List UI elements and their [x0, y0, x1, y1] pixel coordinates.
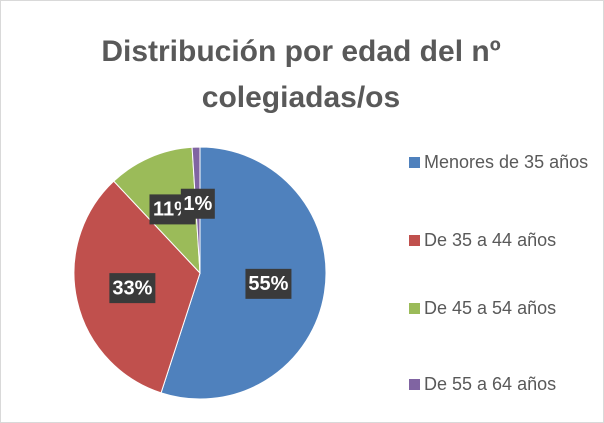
data-label-text: 55%: [248, 273, 288, 295]
legend-swatch: [409, 379, 420, 390]
legend-swatch: [409, 235, 420, 246]
data-label: 55%: [245, 268, 292, 299]
data-label-box: [109, 273, 156, 304]
legend-swatch: [409, 157, 420, 168]
legend-label: De 55 a 64 años: [424, 374, 557, 394]
legend-label: De 45 a 54 años: [424, 298, 557, 318]
legend-swatch: [409, 303, 420, 314]
legend-item: De 55 a 64 años: [409, 371, 556, 397]
legend-item: De 45 a 54 años: [409, 295, 556, 321]
data-label-box: [180, 188, 215, 219]
chart-title: Distribución por edad del nº colegiadas/…: [101, 35, 501, 114]
data-label-text: 33%: [112, 277, 152, 299]
data-label-text: 1%: [183, 193, 212, 215]
legend-label: Menores de 35 años: [424, 152, 589, 172]
legend-item: Menores de 35 años: [409, 149, 588, 175]
data-label: 1%: [180, 188, 215, 219]
data-label-box: [245, 268, 292, 299]
legend-item: De 35 a 44 años: [409, 227, 556, 253]
data-label: 33%: [109, 273, 156, 304]
legend-label: De 35 a 44 años: [424, 230, 557, 250]
